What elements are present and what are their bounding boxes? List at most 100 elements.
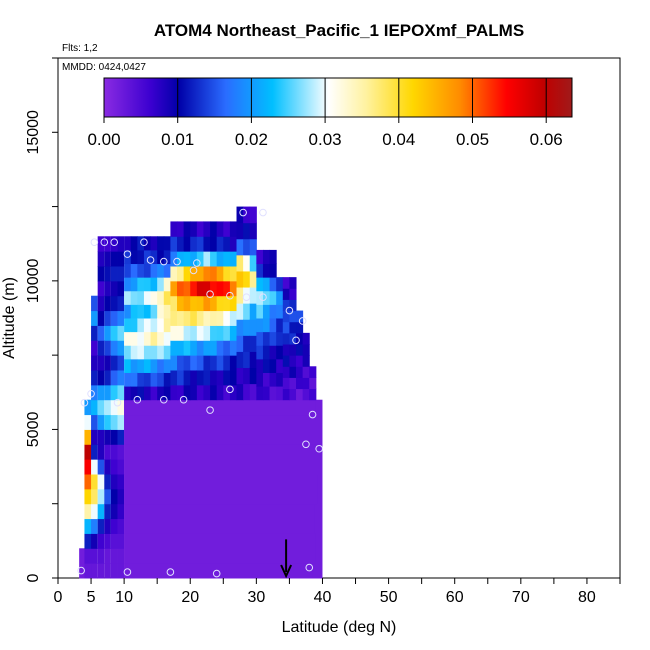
heatmap-cell — [210, 340, 218, 356]
heatmap-cell — [117, 295, 125, 312]
heatmap-cell — [256, 345, 264, 360]
heatmap-cell — [196, 266, 204, 282]
heatmap-cell — [196, 280, 204, 297]
heatmap-cell — [249, 319, 257, 336]
heatmap-cell — [289, 355, 297, 367]
heatmap-cell — [97, 533, 105, 549]
heatmap-cell — [91, 340, 98, 356]
heatmap-cell — [124, 263, 132, 278]
heatmap-cell — [249, 287, 257, 304]
heatmap-cell — [229, 340, 238, 356]
heatmap-cell — [249, 206, 257, 224]
data-point — [159, 257, 168, 266]
heatmap-cell — [262, 372, 271, 387]
heatmap-cell — [110, 518, 118, 534]
heatmap-cell — [104, 459, 111, 475]
heatmap-cell — [210, 251, 218, 267]
heatmap-cell — [104, 444, 111, 460]
heatmap-cell — [229, 236, 238, 252]
heatmap-cell — [256, 372, 264, 387]
heatmap-cell — [124, 277, 132, 292]
heatmap-cell — [190, 355, 198, 371]
heatmap-cell — [117, 266, 125, 282]
heatmap-cell — [210, 236, 218, 252]
heatmap-cell — [269, 304, 277, 319]
heatmap-cell — [143, 358, 152, 373]
data-point — [259, 293, 267, 302]
heatmap-cell — [150, 318, 158, 333]
heatmap-cell — [124, 304, 132, 319]
heatmap-cell — [110, 488, 118, 505]
flights-note: Flts: 1,2 — [62, 43, 98, 54]
heatmap-cell — [97, 563, 105, 579]
heatmap-cell — [117, 384, 125, 401]
heatmap-cell — [269, 358, 277, 373]
heatmap-cell — [302, 344, 310, 356]
heatmap-cell — [249, 270, 257, 288]
heatmap-cell — [91, 325, 98, 341]
heatmap-cell — [104, 384, 111, 401]
heatmap-cell — [236, 287, 244, 304]
heatmap-cell — [124, 331, 132, 346]
heatmap-cell — [276, 372, 284, 387]
heatmap-cell — [276, 318, 284, 333]
colorbar-tick-label: 0.03 — [309, 130, 342, 149]
heatmap-cell — [97, 444, 105, 460]
heatmap-cell — [302, 366, 310, 378]
heatmap-cell — [262, 277, 271, 292]
heatmap-cell — [91, 295, 98, 312]
data-point — [302, 440, 310, 449]
heatmap-cell — [282, 388, 290, 401]
heatmap-cell — [177, 355, 185, 371]
heatmap-cell — [190, 325, 198, 341]
heatmap-cell — [196, 251, 204, 267]
heatmap-cell — [216, 384, 224, 401]
heatmap-cell — [243, 319, 251, 336]
heatmap-cell — [130, 331, 138, 346]
heatmap-cell — [256, 249, 264, 265]
heatmap-cell — [137, 358, 145, 373]
x-tick-label: 20 — [181, 589, 199, 606]
heatmap-cell — [97, 340, 105, 356]
data-point — [179, 395, 188, 404]
heatmap-cell — [203, 221, 211, 237]
heatmap-cell — [104, 251, 111, 267]
heatmap-cell — [97, 370, 105, 386]
heatmap-cell — [309, 377, 317, 390]
heatmap-cell — [170, 310, 178, 326]
x-tick-label: 10 — [115, 589, 133, 606]
heatmap-cell — [177, 325, 185, 341]
data-point — [140, 238, 148, 247]
data-point — [308, 410, 317, 419]
heatmap-cell — [223, 340, 231, 356]
heatmap-cell — [110, 340, 118, 356]
heatmap-cell — [236, 222, 244, 240]
heatmap-cell — [243, 270, 251, 288]
heatmap-cell — [249, 335, 257, 352]
heatmap-cell — [177, 384, 185, 401]
heatmap-cell — [97, 355, 105, 371]
heatmap-cell — [243, 335, 251, 352]
heatmap-cell — [276, 358, 284, 373]
heatmap-cell — [243, 287, 251, 304]
heatmap-cell — [150, 372, 158, 387]
heatmap-cell — [196, 370, 204, 386]
heatmap-cell — [124, 290, 132, 305]
heatmap-cell — [84, 563, 93, 579]
x-tick-label: 5 — [87, 589, 96, 606]
heatmap-cell — [170, 221, 178, 237]
heatmap-cell — [130, 236, 138, 251]
heatmap-cell — [91, 399, 98, 416]
heatmap-cell — [143, 249, 152, 265]
heatmap-cell — [110, 251, 118, 267]
heatmap-cell — [170, 295, 178, 312]
heatmap-cell — [269, 345, 277, 360]
heatmap-cell — [190, 370, 198, 386]
heatmap-cell — [104, 280, 111, 297]
heatmap-cell — [190, 280, 198, 297]
heatmap-cell — [302, 355, 310, 367]
heatmap-cell — [91, 429, 98, 445]
heatmap-cell — [130, 358, 138, 373]
heatmap-cell — [183, 355, 191, 371]
heatmap-cell — [97, 399, 105, 416]
